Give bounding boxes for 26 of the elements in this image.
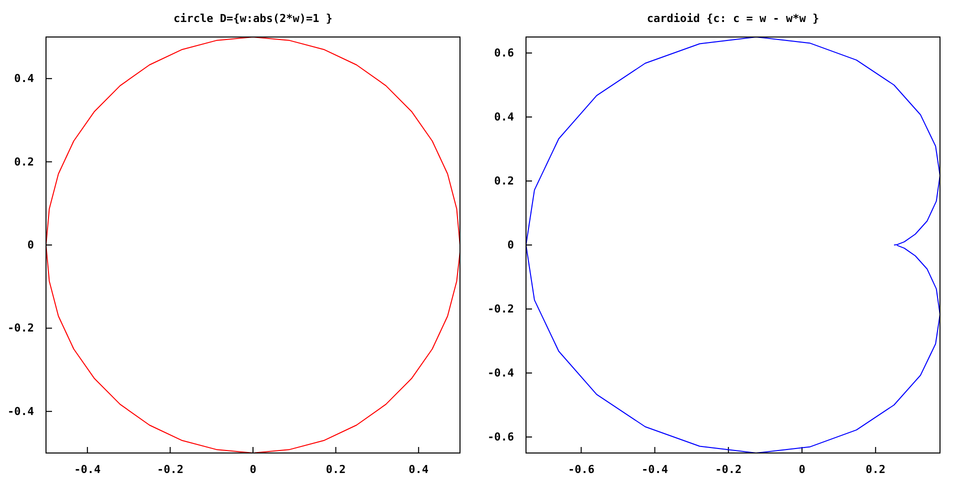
y-tick-label: 0.2 bbox=[494, 174, 514, 188]
x-tick-label: 0 bbox=[250, 462, 256, 476]
line-series bbox=[46, 36, 460, 454]
x-tick-label: 0 bbox=[798, 462, 806, 476]
x-tick-label: 0.2 bbox=[866, 462, 886, 476]
y-tick-label: 0.2 bbox=[14, 155, 34, 168]
y-tick-label: -0.6 bbox=[488, 430, 514, 444]
y-tick-label: -0.4 bbox=[8, 404, 34, 418]
y-tick-label: -0.4 bbox=[488, 366, 514, 380]
x-tick-label: -0.4 bbox=[74, 462, 102, 476]
x-tick-label: 0.4 bbox=[408, 462, 429, 476]
x-tick-label: -0.6 bbox=[568, 462, 595, 476]
y-tick-label: 0 bbox=[27, 238, 34, 252]
x-tick-label: -0.4 bbox=[642, 462, 668, 476]
chart-title: cardioid {c: c = w - w*w } bbox=[646, 12, 820, 25]
y-tick-label: -0.2 bbox=[488, 302, 514, 316]
chart-title: circle D={w:abs(2*w)=1 } bbox=[174, 12, 332, 25]
y-tick-label: 0.4 bbox=[14, 72, 34, 86]
y-tick-label: 0 bbox=[507, 238, 514, 252]
y-tick-label: 0.6 bbox=[494, 46, 514, 60]
x-tick-label: -0.2 bbox=[156, 462, 184, 476]
y-tick-label: -0.2 bbox=[8, 322, 34, 335]
line-series bbox=[526, 36, 940, 454]
y-tick-label: 0.4 bbox=[494, 110, 514, 124]
x-tick-label: -0.2 bbox=[715, 462, 742, 476]
x-tick-label: 0.2 bbox=[326, 462, 346, 476]
